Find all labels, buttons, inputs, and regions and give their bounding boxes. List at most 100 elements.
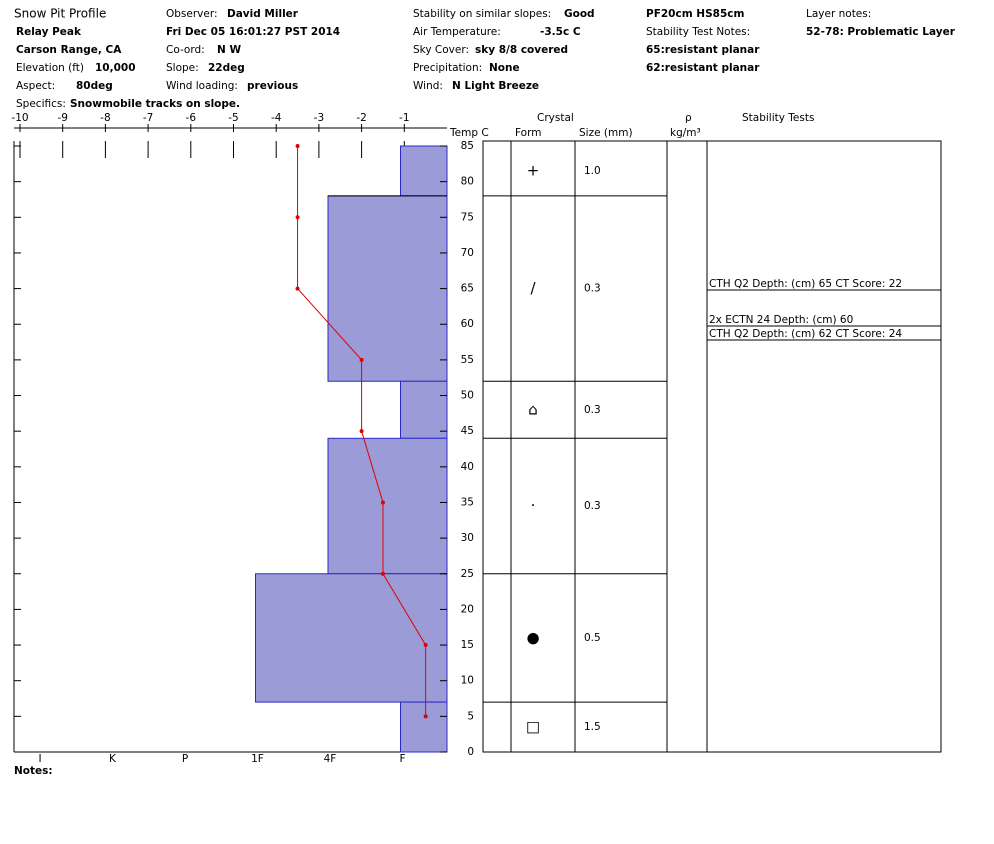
temperature-point bbox=[359, 357, 364, 362]
field-label: Stability Test Notes: bbox=[646, 26, 750, 38]
y-tick-label: 25 bbox=[461, 568, 474, 580]
x-tick-label: -3 bbox=[314, 112, 324, 124]
hardness-label: K bbox=[109, 753, 117, 765]
y-tick-label: 35 bbox=[461, 496, 474, 508]
crystal-size: 0.3 bbox=[584, 283, 601, 295]
y-tick-label: 80 bbox=[461, 176, 474, 188]
field-value: -3.5c C bbox=[540, 26, 581, 38]
field-label: Co-ord: bbox=[166, 44, 205, 56]
x-tick-label: -9 bbox=[57, 112, 67, 124]
y-tick-label: 70 bbox=[461, 247, 474, 259]
y-tick-label: 0 bbox=[467, 746, 474, 758]
field-value: 10,000 bbox=[95, 62, 136, 74]
y-tick-label: 55 bbox=[461, 354, 474, 366]
x-tick-label: -1 bbox=[399, 112, 409, 124]
crystal-form: □ bbox=[526, 718, 540, 736]
temperature-point bbox=[295, 286, 300, 291]
temperature-point bbox=[380, 500, 385, 505]
hardness-bar bbox=[400, 145, 448, 197]
hardness-bar bbox=[400, 380, 448, 439]
crystal-form: + bbox=[527, 161, 540, 179]
field-label: Aspect: bbox=[16, 80, 55, 92]
temperature-point bbox=[423, 643, 428, 648]
field-value: 80deg bbox=[76, 80, 113, 92]
table-frame bbox=[482, 140, 942, 753]
test-note: 62:resistant planar bbox=[646, 62, 760, 74]
field-label: Elevation (ft) bbox=[16, 62, 84, 74]
field-label: Sky Cover: bbox=[413, 44, 469, 56]
x-tick-label: -8 bbox=[100, 112, 110, 124]
hardness-bar bbox=[327, 195, 448, 382]
field-label: Stability on similar slopes: bbox=[413, 8, 551, 20]
field-value: David Miller bbox=[227, 8, 299, 20]
temperature-point bbox=[359, 429, 364, 434]
crystal-size: 0.5 bbox=[584, 632, 601, 644]
x-tick-label: -5 bbox=[228, 112, 238, 124]
crystal-size: 1.0 bbox=[584, 165, 601, 177]
crystal-size: 0.3 bbox=[584, 404, 601, 416]
date: Fri Dec 05 16:01:27 PST 2014 bbox=[166, 26, 340, 38]
field-label: Slope: bbox=[166, 62, 199, 74]
field-label: Specifics: bbox=[16, 98, 66, 110]
y-tick-label: 10 bbox=[461, 675, 474, 687]
crystal-size: 1.5 bbox=[584, 721, 601, 733]
hardness-label: 1F bbox=[251, 753, 264, 765]
column-header: ρ bbox=[685, 112, 692, 124]
crystal-form: / bbox=[530, 279, 536, 297]
field-label: Wind loading: bbox=[166, 80, 238, 92]
axis-title: Temp C bbox=[449, 127, 489, 139]
x-tick-label: -7 bbox=[143, 112, 153, 124]
y-tick-label: 30 bbox=[461, 532, 474, 544]
test-note: 65:resistant planar bbox=[646, 44, 760, 56]
field-value: N Light Breeze bbox=[452, 80, 539, 92]
field-label: Precipitation: bbox=[413, 62, 482, 74]
y-tick-label: 5 bbox=[467, 710, 474, 722]
x-tick-label: -2 bbox=[356, 112, 366, 124]
field-label: Wind: bbox=[413, 80, 443, 92]
hardness-bar bbox=[400, 701, 448, 753]
layer-note: 52-78: Problematic Layer bbox=[806, 26, 956, 38]
field-value: sky 8/8 covered bbox=[475, 44, 568, 56]
hardness-bar bbox=[327, 437, 448, 575]
stability-test: 2x ECTN 24 Depth: (cm) 60 bbox=[709, 314, 853, 326]
crystal-size: 0.3 bbox=[584, 500, 601, 512]
location: Relay Peak bbox=[16, 26, 82, 38]
crystal-form: ⌂ bbox=[528, 400, 538, 418]
field-value: None bbox=[489, 62, 520, 74]
title: Snow Pit Profile bbox=[14, 7, 106, 21]
hardness-label: 4F bbox=[324, 753, 337, 765]
y-tick-label: 20 bbox=[461, 603, 474, 615]
field-value: 22deg bbox=[208, 62, 245, 74]
x-tick-label: -6 bbox=[186, 112, 197, 124]
column-header: Stability Tests bbox=[742, 112, 814, 124]
hardness-bar bbox=[255, 573, 448, 703]
field-value: N W bbox=[217, 44, 241, 56]
crystal-form: · bbox=[531, 497, 536, 515]
temperature-point bbox=[423, 714, 428, 719]
hardness-label: I bbox=[38, 753, 41, 765]
field-value: previous bbox=[247, 80, 298, 92]
x-tick-label: -10 bbox=[11, 112, 28, 124]
column-header: kg/m³ bbox=[670, 127, 701, 139]
temperature-point bbox=[295, 215, 300, 220]
y-tick-label: 40 bbox=[461, 461, 474, 473]
range: Carson Range, CA bbox=[16, 44, 122, 56]
field-value: Good bbox=[564, 8, 595, 20]
y-tick-label: 85 bbox=[461, 140, 474, 152]
column-header: Form bbox=[515, 127, 541, 139]
column-header: Crystal bbox=[537, 112, 574, 124]
field-label: Observer: bbox=[166, 8, 218, 20]
crystal-form: ● bbox=[526, 628, 539, 646]
field-label: Layer notes: bbox=[806, 8, 871, 20]
y-tick-label: 15 bbox=[461, 639, 474, 651]
pit-summary: PF20cm HS85cm bbox=[646, 8, 744, 20]
y-tick-label: 65 bbox=[461, 283, 474, 295]
field-value: Snowmobile tracks on slope. bbox=[70, 98, 240, 110]
stability-test: CTH Q2 Depth: (cm) 65 CT Score: 22 bbox=[709, 278, 902, 290]
notes-label: Notes: bbox=[14, 765, 53, 777]
stability-test: CTH Q2 Depth: (cm) 62 CT Score: 24 bbox=[709, 328, 902, 340]
y-tick-label: 75 bbox=[461, 211, 474, 223]
y-tick-label: 50 bbox=[461, 390, 474, 402]
field-label: Air Temperature: bbox=[413, 26, 501, 38]
